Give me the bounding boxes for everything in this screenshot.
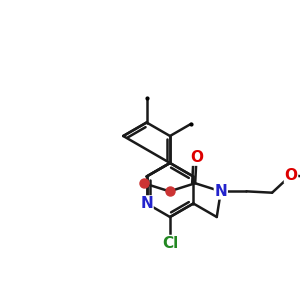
Text: N: N — [140, 196, 153, 211]
Text: N: N — [214, 184, 227, 199]
Text: O: O — [190, 150, 203, 165]
Text: O: O — [284, 168, 298, 183]
Text: Cl: Cl — [162, 236, 178, 250]
